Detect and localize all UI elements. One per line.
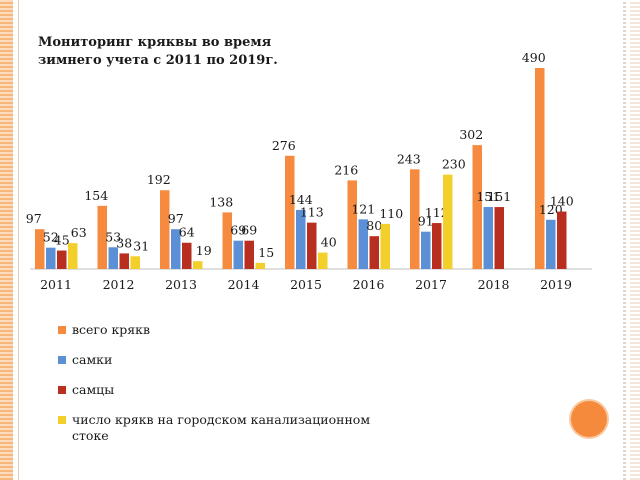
data-label-3-2011: 63 — [71, 225, 87, 240]
bar-3-2013 — [193, 261, 203, 269]
bar-3-2015 — [318, 252, 328, 269]
data-label-1-2014: 69 — [230, 223, 246, 238]
data-label-2-2017: 112 — [425, 205, 449, 220]
data-label-1-2016: 121 — [351, 201, 375, 216]
right-decorative-stripe-outer — [630, 0, 640, 480]
x-tick-label-2015: 2015 — [290, 277, 322, 292]
data-label-2-2011: 45 — [54, 233, 70, 248]
frame-line — [18, 0, 19, 480]
data-label-0-2014: 138 — [209, 194, 233, 209]
data-label-2-2012: 38 — [116, 235, 132, 250]
legend-item-total: всего крякв — [58, 322, 398, 338]
data-label-3-2013: 19 — [196, 243, 212, 258]
data-label-1-2019: 120 — [539, 202, 563, 217]
data-label-1-2012: 53 — [105, 229, 121, 244]
legend-item-sewer: число крякв на городском канализационном… — [58, 412, 398, 444]
bar-2-2013 — [182, 242, 192, 269]
x-tick-label-2017: 2017 — [415, 277, 447, 292]
legend-swatch-females — [58, 356, 66, 364]
x-tick-label-2019: 2019 — [540, 277, 572, 292]
data-label-0-2017: 243 — [397, 151, 421, 166]
bar-2-2018 — [494, 207, 504, 269]
legend-swatch-males — [58, 386, 66, 394]
data-label-0-2015: 276 — [272, 138, 296, 153]
data-label-0-2019: 490 — [522, 50, 546, 65]
bar-1-2019 — [546, 219, 556, 269]
data-label-2-2016: 80 — [366, 218, 382, 233]
data-label-1-2015: 144 — [289, 192, 313, 207]
bar-3-2016 — [380, 223, 390, 269]
x-tick-label-2014: 2014 — [228, 277, 260, 292]
data-label-3-2017: 230 — [442, 157, 466, 172]
chart-legend: всего крякв самки самцы число крякв на г… — [58, 322, 398, 458]
bar-0-2017 — [410, 169, 420, 269]
bar-1-2018 — [483, 207, 493, 269]
x-tick-label-2011: 2011 — [40, 277, 72, 292]
bar-1-2011 — [46, 247, 56, 269]
data-label-1-2011: 52 — [43, 230, 59, 245]
bar-0-2012 — [97, 205, 107, 269]
bar-2-2016 — [369, 236, 379, 269]
x-tick-label-2018: 2018 — [478, 277, 510, 292]
legend-item-females: самки — [58, 352, 398, 368]
legend-label-males: самцы — [72, 382, 115, 397]
bar-2-2017 — [432, 223, 442, 269]
slide-nav-circle-button[interactable] — [571, 401, 607, 437]
bar-3-2012 — [130, 256, 140, 269]
bar-0-2013 — [160, 190, 170, 269]
x-tick-label-2016: 2016 — [353, 277, 385, 292]
bar-1-2015 — [296, 209, 306, 269]
bar-2-2011 — [57, 250, 67, 269]
bar-2-2012 — [119, 253, 129, 269]
data-label-0-2016: 216 — [334, 162, 358, 177]
data-label-2-2019: 140 — [550, 194, 574, 209]
bar-2-2014 — [244, 240, 254, 269]
bar-0-2015 — [285, 155, 295, 269]
legend-swatch-total — [58, 326, 66, 334]
right-decorative-stripe — [623, 0, 626, 480]
legend-label-females: самки — [72, 352, 113, 367]
bar-1-2016 — [358, 219, 368, 269]
data-label-0-2012: 154 — [84, 188, 108, 203]
x-tick-label-2012: 2012 — [103, 277, 135, 292]
data-label-1-2013: 97 — [168, 211, 184, 226]
legend-label-total: всего крякв — [72, 322, 151, 337]
data-label-3-2016: 110 — [379, 206, 403, 221]
bar-2-2015 — [307, 222, 317, 269]
bar-3-2014 — [255, 262, 265, 269]
bar-0-2019 — [535, 68, 545, 269]
data-label-3-2012: 31 — [133, 238, 149, 253]
data-label-2-2013: 64 — [179, 225, 195, 240]
bar-0-2016 — [347, 180, 357, 269]
bar-1-2012 — [108, 247, 118, 269]
bar-0-2014 — [222, 212, 232, 269]
legend-item-males: самцы — [58, 382, 398, 398]
data-label-0-2013: 192 — [147, 172, 171, 187]
data-label-1-2018: 151 — [476, 189, 500, 204]
legend-label-sewer: число крякв на городском канализационном… — [72, 412, 371, 443]
bar-0-2011 — [35, 229, 45, 269]
bar-1-2017 — [421, 231, 431, 269]
bar-1-2014 — [233, 240, 243, 269]
bar-3-2017 — [443, 174, 453, 269]
x-tick-label-2013: 2013 — [165, 277, 197, 292]
data-label-2-2015: 113 — [300, 205, 324, 220]
bar-3-2011 — [68, 243, 78, 269]
chart-title: Мониторинг кряквы во время зимнего учета… — [38, 35, 278, 68]
bar-0-2018 — [472, 145, 482, 269]
bar-1-2013 — [171, 229, 181, 269]
data-label-2-2018: 151 — [487, 189, 511, 204]
data-label-0-2018: 302 — [459, 127, 483, 142]
bar-2-2019 — [557, 211, 567, 269]
left-decorative-stripe — [0, 0, 13, 480]
data-label-3-2014: 15 — [258, 245, 274, 260]
legend-swatch-sewer — [58, 416, 66, 424]
data-label-1-2017: 91 — [418, 214, 434, 229]
data-label-2-2014: 69 — [241, 223, 257, 238]
data-label-0-2011: 97 — [26, 211, 42, 226]
data-label-3-2015: 40 — [321, 235, 337, 250]
